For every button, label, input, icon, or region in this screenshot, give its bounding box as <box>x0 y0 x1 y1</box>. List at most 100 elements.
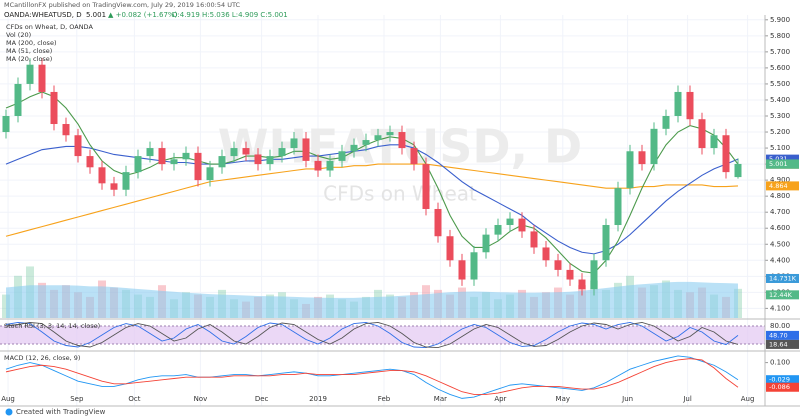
legend-volume: Vol (20) <box>6 31 31 39</box>
y-tick-label: 5.100 <box>770 144 790 152</box>
price-badge-label: 14.731K <box>769 274 797 282</box>
y-tick-label: 5.400 <box>770 96 790 104</box>
y-tick-label: 5.700 <box>770 48 790 56</box>
candle-body <box>38 64 46 92</box>
footer: Created with TradingView <box>16 408 106 416</box>
candle-body <box>86 156 94 168</box>
candle-body <box>230 148 238 157</box>
y-tick-label: 4.400 <box>770 256 790 264</box>
y-tick-label: 5.900 <box>770 16 790 24</box>
candle-body <box>146 148 154 157</box>
legend-stoch: Stoch RSI (3, 3, 14, 14, close) <box>4 322 100 330</box>
candle-body <box>62 124 70 136</box>
x-tick-label: Jun <box>621 395 633 403</box>
legend-ma: MA (200, close) <box>6 39 56 47</box>
x-tick-label: Feb <box>378 395 391 403</box>
candle-body <box>254 154 262 165</box>
candle-body <box>398 132 406 149</box>
candle-body <box>638 151 646 165</box>
candle-body <box>494 225 502 235</box>
candle-body <box>590 260 598 290</box>
symbol: OANDA:WHEATUSD, D <box>4 11 82 19</box>
candle-body <box>674 91 682 116</box>
candle-body <box>314 160 322 171</box>
change: ▲ +0.082 (+1.67%) <box>108 11 178 19</box>
candle-body <box>302 138 310 161</box>
candle-body <box>50 91 58 125</box>
candle-body <box>326 160 334 171</box>
y-tick-label: 4.700 <box>770 208 790 216</box>
candle-body <box>338 151 346 161</box>
x-tick-label: Jul <box>682 395 692 403</box>
y-tick-label: 0.100 <box>770 359 790 367</box>
candle-body <box>446 236 454 261</box>
y-tick-label: 4.800 <box>770 192 790 200</box>
price-badge-label: 12.44K <box>769 291 793 299</box>
candle-body <box>2 116 10 133</box>
y-tick-label: 4.900 <box>770 176 790 184</box>
price-badge-label: 48.70 <box>769 331 788 339</box>
x-tick-label: Mar <box>434 395 447 403</box>
price-badge <box>766 330 799 340</box>
legend-ma: MA (51, close) <box>6 47 52 55</box>
price-badge <box>766 181 799 191</box>
candle-body <box>374 135 382 141</box>
candle-body <box>122 172 130 190</box>
candle-body <box>74 135 82 157</box>
candle-body <box>602 225 610 261</box>
price-badge-label: -0.029 <box>769 376 790 384</box>
legend-macd: MACD (12, 26, close, 9) <box>4 354 80 362</box>
y-tick-label: 4.600 <box>770 224 790 232</box>
price-badge <box>766 154 799 164</box>
price-badge <box>766 159 799 169</box>
candle-body <box>206 167 214 181</box>
candle-body <box>242 148 250 155</box>
candle-body <box>614 188 622 226</box>
candle-body <box>698 119 706 149</box>
candle-body <box>134 156 142 173</box>
x-tick-label: Oct <box>128 395 140 403</box>
candle-body <box>266 156 274 165</box>
candle-body <box>506 218 514 226</box>
candle-body <box>158 148 166 165</box>
candle-body <box>110 183 118 190</box>
candle-body <box>578 279 586 290</box>
x-tick-label: Apr <box>494 395 506 403</box>
ohlc: O:4.919 H:5.036 L:4.909 C:5.001 <box>172 11 288 19</box>
price-badge <box>766 273 799 283</box>
candle-body <box>422 164 430 209</box>
x-tick-label: Aug <box>1 395 15 403</box>
y-tick-label: 4.100 <box>770 304 790 312</box>
x-tick-label: Sep <box>70 395 84 403</box>
candle-body <box>554 260 562 270</box>
candle-body <box>194 152 202 181</box>
y-tick-label: 5.800 <box>770 32 790 40</box>
candle-body <box>98 167 106 184</box>
last-price: 5.001 <box>86 11 106 19</box>
candle-body <box>470 252 478 280</box>
candle-body <box>458 260 466 280</box>
x-tick-label: May <box>556 395 570 403</box>
price-badge-label: 18.64 <box>769 340 788 348</box>
candle-body <box>482 234 490 253</box>
candle-body <box>530 231 538 248</box>
candle-body <box>170 159 178 165</box>
candle-body <box>662 116 670 129</box>
candle-body <box>434 208 442 237</box>
candle-body <box>650 128 658 165</box>
watermark-sub: CFDs on Wheat <box>323 182 477 206</box>
price-badge <box>766 382 799 392</box>
candle-body <box>218 156 226 168</box>
price-badge <box>766 339 799 349</box>
published-line: MCantillonFX published on TradingView.co… <box>4 1 241 9</box>
candle-body <box>182 152 190 160</box>
y-tick-label: 5.200 <box>770 128 790 136</box>
candle-body <box>386 132 394 136</box>
x-tick-label: Aug <box>741 395 755 403</box>
y-tick-label: 80.00 <box>770 322 790 330</box>
y-tick-label: 5.600 <box>770 64 790 72</box>
header-bar <box>0 0 800 11</box>
candle-body <box>26 64 34 84</box>
